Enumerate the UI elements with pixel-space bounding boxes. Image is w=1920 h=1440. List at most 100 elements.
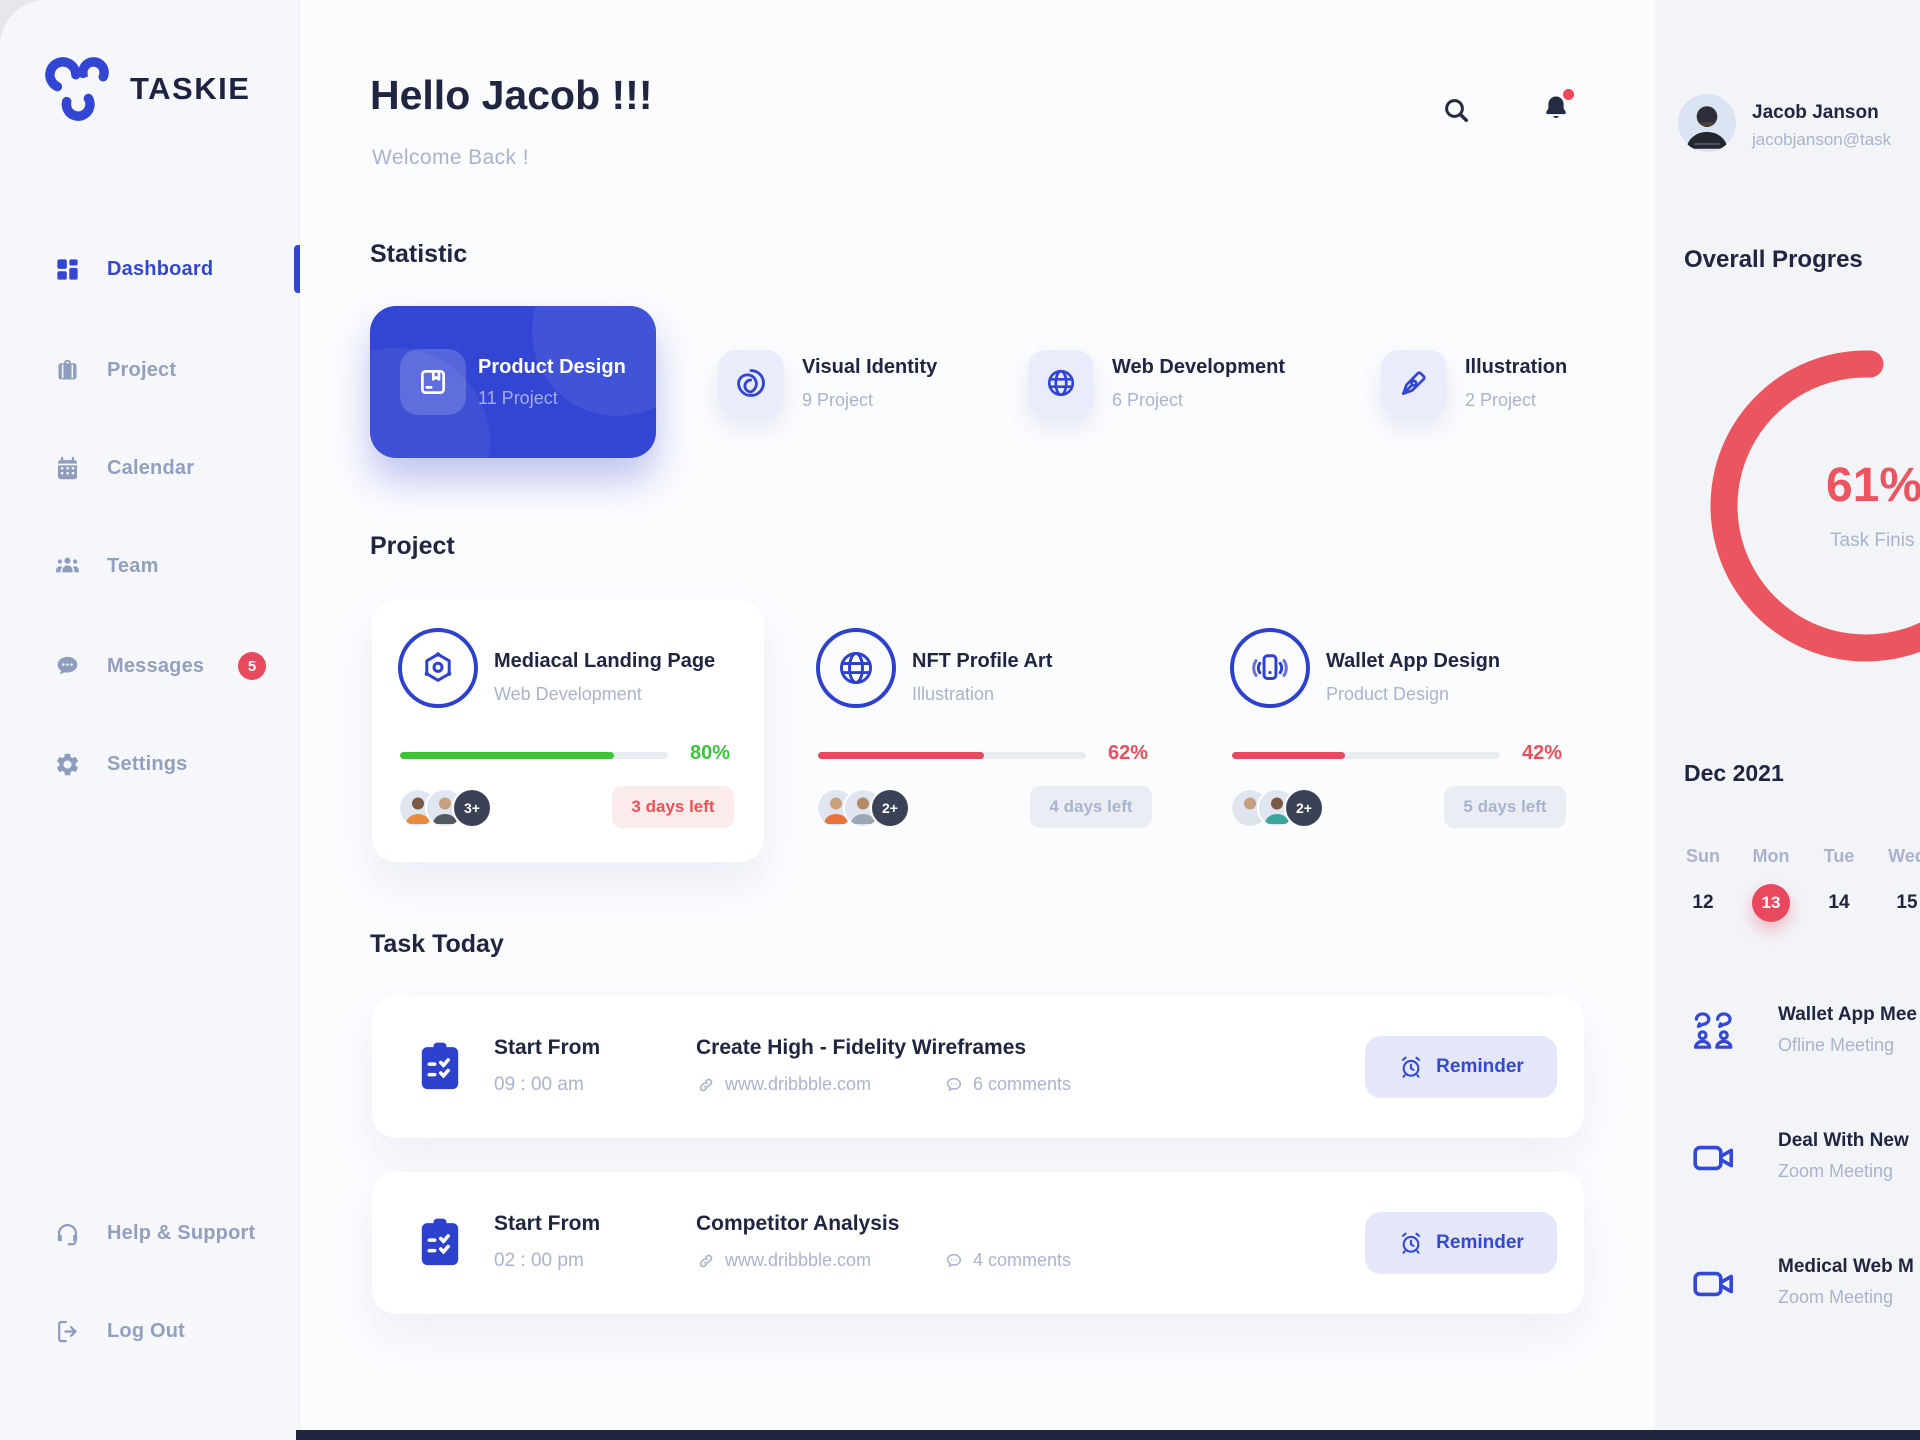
stat-card-count: 2 Project: [1465, 390, 1537, 410]
person-avatar-icon: [1686, 106, 1728, 149]
meeting-title: Medical Web M: [1778, 1256, 1914, 1277]
sidebar-item-messages[interactable]: Messages 5: [0, 639, 300, 693]
profile-avatar[interactable]: [1678, 94, 1736, 152]
sidebar-item-calendar[interactable]: Calendar: [0, 441, 300, 495]
task-comments[interactable]: 4 comments: [944, 1250, 1071, 1271]
avatar-stack: 3+: [398, 788, 492, 828]
task-row[interactable]: Start From 09 : 00 am Create High - Fide…: [372, 996, 1584, 1138]
task-row[interactable]: Start From 02 : 00 pm Competitor Analysi…: [372, 1172, 1584, 1314]
project-card[interactable]: Wallet App Design Product Design 42% 2+ …: [1204, 600, 1596, 862]
clipboard-icon: [421, 1218, 459, 1266]
progress-label: 42%: [1522, 742, 1563, 764]
sidebar: TASKIE Dashboard Project Calendar: [0, 0, 300, 1440]
project-section-title: Project: [370, 532, 455, 560]
task-name: Create High - Fidelity Wireframes: [696, 1036, 1027, 1059]
avatar-more-count: 3+: [452, 788, 492, 828]
avatar-more-count: 2+: [1284, 788, 1324, 828]
task-link[interactable]: www.dribbble.com: [696, 1250, 871, 1271]
task-comments[interactable]: 6 comments: [944, 1074, 1071, 1095]
reminder-button[interactable]: Reminder: [1365, 1212, 1557, 1274]
overall-progress-title: Overall Progres: [1684, 246, 1863, 273]
search-button[interactable]: [1436, 90, 1476, 130]
stat-card-product-design[interactable]: Product Design 11 Project: [370, 306, 656, 458]
sidebar-item-project[interactable]: Project: [0, 343, 300, 397]
notifications-button[interactable]: [1536, 88, 1576, 128]
project-icon-circle: [816, 628, 896, 708]
meeting-item[interactable]: Wallet App Mee Ofline Meeting: [1690, 1004, 1920, 1070]
messages-unread-badge: 5: [238, 652, 266, 680]
stat-card-name: Visual Identity: [802, 356, 938, 378]
calendar-date[interactable]: 15: [1896, 892, 1918, 913]
task-link[interactable]: www.dribbble.com: [696, 1074, 871, 1095]
link-icon: [699, 1254, 713, 1267]
calendar-date[interactable]: 12: [1692, 892, 1714, 913]
swirl-icon: [737, 369, 765, 397]
sidebar-item-dashboard[interactable]: Dashboard: [0, 242, 300, 296]
task-comments-text: 4 comments: [973, 1250, 1072, 1270]
stat-card-name: Product Design: [478, 356, 626, 378]
calendar-date[interactable]: 14: [1828, 892, 1850, 913]
progress-label: 62%: [1108, 742, 1149, 764]
sidebar-item-label: Log Out: [107, 1319, 186, 1342]
sidebar-item-team[interactable]: Team: [0, 539, 300, 593]
progress-label: 80%: [690, 742, 731, 764]
sidebar-item-logout[interactable]: Log Out: [0, 1304, 300, 1358]
taskie-logo-icon: [45, 57, 109, 121]
project-name: Wallet App Design: [1326, 650, 1501, 672]
meeting-item[interactable]: Medical Web M Zoom Meeting: [1690, 1256, 1920, 1322]
gear-icon: [56, 753, 79, 775]
project-card[interactable]: Mediacal Landing Page Web Development 80…: [372, 600, 764, 862]
alarm-icon: [1402, 1232, 1421, 1254]
sidebar-item-settings[interactable]: Settings: [0, 737, 300, 791]
stat-card-count: 6 Project: [1112, 390, 1184, 410]
days-left-pill: 3 days left: [612, 786, 734, 828]
profile-name: Jacob Janson: [1752, 102, 1879, 123]
notification-dot: [1563, 89, 1574, 100]
overall-progress-donut: [1710, 350, 1920, 662]
project-card[interactable]: NFT Profile Art Illustration 62% 2+ 4 da…: [790, 600, 1182, 862]
project-category: Illustration: [912, 684, 995, 704]
avatar-stack: 2+: [816, 788, 910, 828]
sidebar-item-label: Dashboard: [107, 257, 214, 280]
alarm-icon: [1402, 1056, 1421, 1078]
project-icon-circle: [398, 628, 478, 708]
window-bottom-edge: [296, 1430, 1920, 1440]
meeting-title: Wallet App Mee: [1778, 1004, 1917, 1025]
comment-icon: [946, 1253, 962, 1267]
days-left-pill: 5 days left: [1444, 786, 1566, 828]
reminder-button[interactable]: Reminder: [1365, 1036, 1557, 1098]
calendar-date-active[interactable]: 13: [1752, 884, 1790, 922]
dashboard-icon: [57, 258, 78, 280]
comment-icon: [946, 1077, 962, 1091]
task-link-text: www.dribbble.com: [725, 1074, 872, 1094]
pen-nib-icon: [1402, 371, 1426, 395]
reminder-label: Reminder: [1436, 1232, 1524, 1253]
active-indicator: [294, 245, 300, 293]
brand-logo[interactable]: TASKIE: [44, 56, 250, 122]
sidebar-item-help-support[interactable]: Help & Support: [0, 1206, 300, 1260]
stat-card-name: Illustration: [1465, 356, 1568, 378]
meeting-title: Deal With New: [1778, 1130, 1909, 1151]
page-greeting: Hello Jacob !!!: [370, 72, 653, 118]
statistic-title: Statistic: [370, 240, 468, 268]
calendar-day-header: Wed: [1888, 846, 1920, 866]
team-icon: [56, 557, 79, 572]
avatar-more-count: 2+: [870, 788, 910, 828]
project-name: NFT Profile Art: [912, 650, 1053, 672]
progress-bar: [818, 752, 1086, 759]
meeting-item[interactable]: Deal With New Zoom Meeting: [1690, 1130, 1920, 1196]
clipboard-icon: [421, 1042, 459, 1090]
profile-email: jacobjanson@task: [1752, 130, 1892, 149]
calendar-day-header: Mon: [1752, 846, 1790, 866]
progress-bar: [400, 752, 668, 759]
avatar-stack: 2+: [1230, 788, 1324, 828]
welcome-subtitle: Welcome Back !: [372, 146, 529, 169]
phone-vibrate-icon: [1252, 654, 1288, 680]
stat-card-count: 9 Project: [802, 390, 874, 410]
reminder-label: Reminder: [1436, 1056, 1524, 1077]
days-left-pill: 4 days left: [1030, 786, 1152, 828]
task-link-text: www.dribbble.com: [725, 1250, 872, 1270]
bell-icon: [1546, 96, 1566, 119]
stat-icon-tile: [1381, 350, 1447, 416]
